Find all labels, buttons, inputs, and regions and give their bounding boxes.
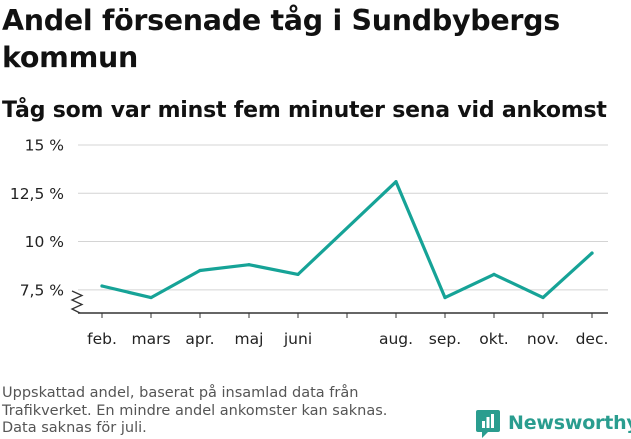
x-tick-label: aug. bbox=[379, 330, 413, 348]
newsworthy-logo-text: Newsworthy bbox=[508, 412, 631, 434]
data-point bbox=[198, 268, 202, 273]
footnote-line-3: Data saknas för juli. bbox=[2, 420, 147, 436]
footnote-line-2: Trafikverket. En mindre andel ankomster … bbox=[2, 402, 388, 419]
x-tick-label: apr. bbox=[185, 330, 214, 348]
newsworthy-logo: Newsworthy bbox=[476, 408, 631, 438]
x-tick-label: mars bbox=[131, 330, 170, 348]
x-tick-label: nov. bbox=[527, 330, 559, 348]
x-tick-label: maj bbox=[235, 330, 264, 348]
y-tick-label: 12,5 % bbox=[10, 185, 64, 203]
data-point bbox=[247, 263, 251, 267]
footnote-line-1: Uppskattad andel, baserat på insamlad da… bbox=[2, 385, 359, 401]
x-tick-label: juni bbox=[283, 330, 312, 348]
data-point bbox=[149, 295, 153, 300]
y-tick-label: 7,5 % bbox=[20, 281, 64, 299]
x-tick-label: okt. bbox=[479, 330, 508, 348]
footnote: Uppskattad andel, baserat på insamlad da… bbox=[2, 385, 442, 438]
x-tick-label: dec. bbox=[576, 330, 609, 348]
data-point bbox=[394, 180, 398, 184]
y-tick-label: 10 % bbox=[25, 233, 64, 251]
data-point bbox=[590, 251, 594, 255]
data-point bbox=[100, 284, 104, 288]
data-point bbox=[443, 295, 447, 300]
x-tick-label: feb. bbox=[87, 330, 117, 348]
data-point bbox=[492, 272, 496, 276]
data-point bbox=[541, 295, 545, 300]
series-line bbox=[100, 180, 594, 300]
chart-title: Andel försenade tåg i Sundbybergs kommun bbox=[2, 4, 560, 74]
data-point bbox=[296, 272, 300, 276]
y-axis-break-icon bbox=[70, 290, 84, 314]
chart-subtitle: Tåg som var minst fem minuter sena vid a… bbox=[2, 98, 607, 123]
newsworthy-logo-icon bbox=[476, 410, 500, 438]
x-tick-label: sep. bbox=[429, 330, 461, 348]
y-tick-label: 15 % bbox=[25, 137, 64, 155]
